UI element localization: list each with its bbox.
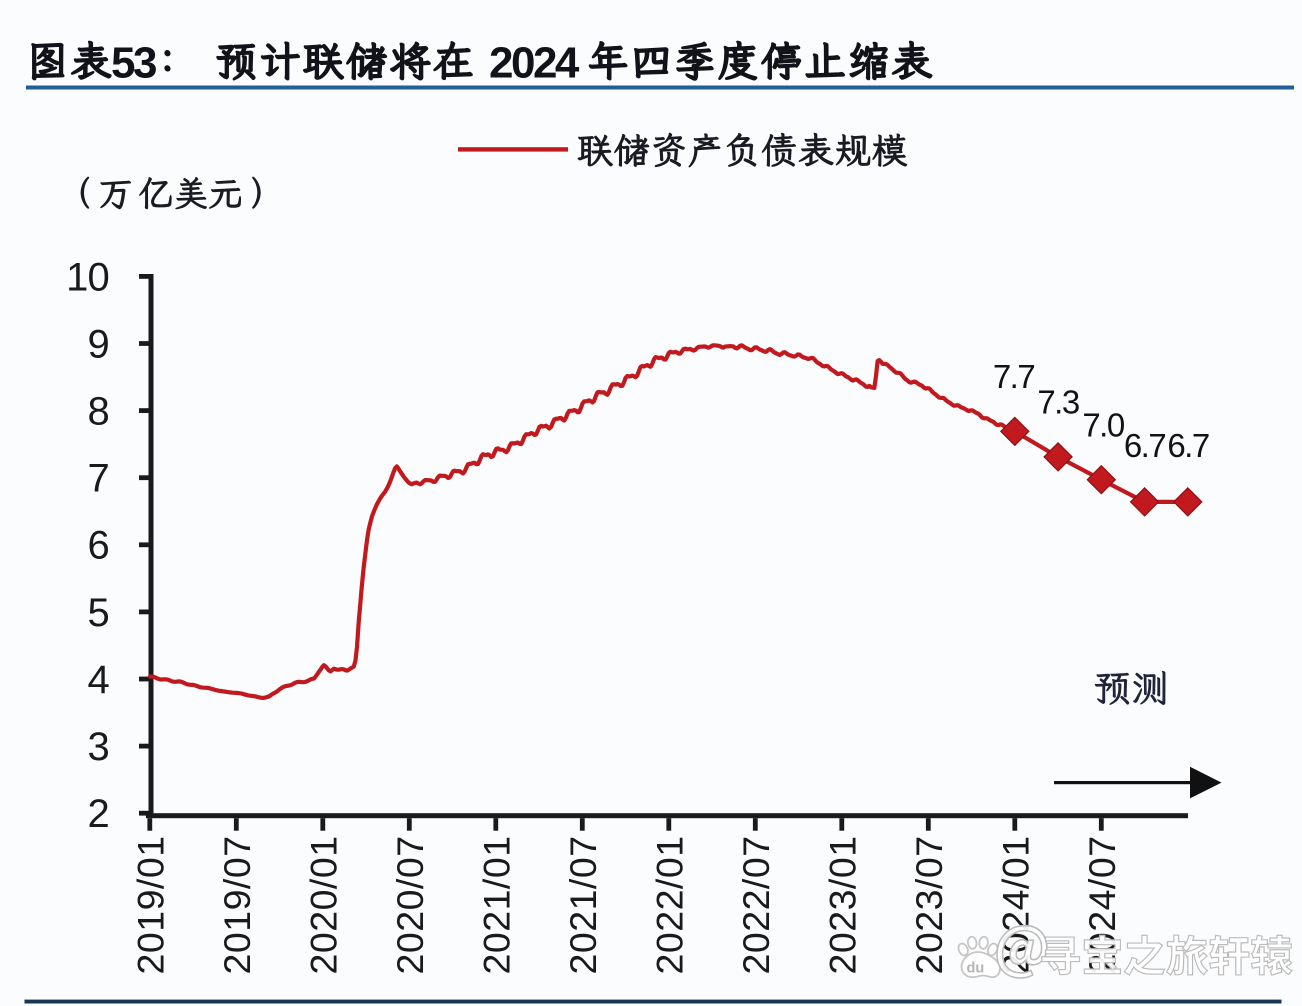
svg-text:53: 53: [111, 39, 156, 88]
svg-text:2022/07: 2022/07: [735, 835, 777, 974]
svg-text:2020/07: 2020/07: [389, 835, 431, 974]
svg-text:du: du: [967, 961, 985, 977]
svg-text:8: 8: [88, 390, 109, 434]
svg-text:2023/07: 2023/07: [908, 835, 950, 974]
svg-text:6.7: 6.7: [1124, 427, 1166, 464]
svg-text:5: 5: [88, 591, 109, 635]
svg-text:2019/07: 2019/07: [216, 835, 258, 974]
svg-text:3: 3: [88, 725, 109, 769]
svg-text:2024: 2024: [489, 39, 580, 88]
svg-text:2020/01: 2020/01: [303, 835, 345, 974]
svg-text:4: 4: [88, 658, 110, 702]
svg-text:6: 6: [88, 524, 109, 568]
svg-text:7: 7: [88, 457, 109, 501]
svg-text:10: 10: [66, 255, 109, 299]
svg-text:2: 2: [88, 792, 109, 836]
svg-text:7.7: 7.7: [993, 358, 1035, 395]
svg-text:2023/01: 2023/01: [822, 835, 864, 974]
svg-text:2021/07: 2021/07: [562, 835, 604, 974]
svg-text:9: 9: [88, 322, 109, 366]
svg-text:7.3: 7.3: [1037, 384, 1079, 421]
svg-text:2019/01: 2019/01: [130, 835, 172, 974]
svg-text:2021/01: 2021/01: [476, 835, 518, 974]
svg-text:6.7: 6.7: [1167, 427, 1209, 464]
svg-text:2022/01: 2022/01: [649, 835, 691, 974]
svg-text:7.0: 7.0: [1082, 407, 1125, 444]
